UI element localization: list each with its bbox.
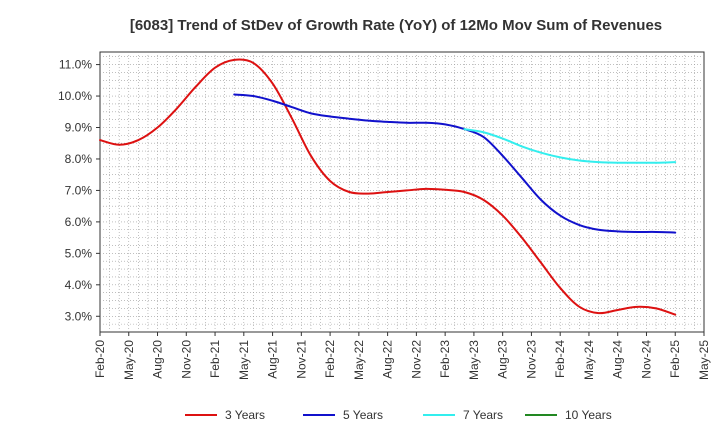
y-tick-label: 10.0% bbox=[58, 89, 92, 103]
x-tick-label: May-21 bbox=[237, 340, 251, 380]
x-tick-label: Feb-20 bbox=[93, 340, 107, 378]
x-tick-label: May-23 bbox=[467, 340, 481, 380]
series-layer bbox=[99, 58, 677, 316]
series-line-7-years bbox=[463, 128, 677, 164]
x-tick-label: Aug-20 bbox=[151, 340, 165, 379]
x-tick-label: May-22 bbox=[352, 340, 366, 380]
x-tick-label: Aug-24 bbox=[611, 340, 625, 379]
x-tick-label: Feb-23 bbox=[438, 340, 452, 378]
x-tick-label: Aug-22 bbox=[381, 340, 395, 379]
series-line-5-years bbox=[233, 93, 677, 234]
x-tick-label: Feb-22 bbox=[323, 340, 337, 378]
x-tick-label: Aug-23 bbox=[496, 340, 510, 379]
y-tick-label: 4.0% bbox=[65, 278, 93, 292]
chart-title: [6083] Trend of StDev of Growth Rate (Yo… bbox=[130, 17, 662, 34]
series-line-3-years bbox=[99, 58, 677, 316]
x-tick-label: May-25 bbox=[697, 340, 711, 380]
x-tick-label: Nov-22 bbox=[409, 340, 423, 379]
y-axis: 3.0% 4.0% 5.0% 6.0% 7.0% 8.0% 9.0% 10.0% 11.0% bbox=[58, 58, 100, 323]
legend-label: 7 Years bbox=[463, 408, 503, 422]
x-tick-label: Aug-21 bbox=[266, 340, 280, 379]
legend-label: 10 Years bbox=[565, 408, 612, 422]
y-tick-label: 3.0% bbox=[65, 309, 93, 323]
x-tick-label: Nov-24 bbox=[639, 340, 653, 379]
x-tick-label: Feb-21 bbox=[208, 340, 222, 378]
y-tick-label: 9.0% bbox=[65, 121, 93, 135]
legend-label: 3 Years bbox=[225, 408, 265, 422]
x-tick-label: Feb-25 bbox=[668, 340, 682, 378]
y-tick-label: 5.0% bbox=[65, 246, 93, 260]
x-tick-label: Feb-24 bbox=[553, 340, 567, 378]
y-tick-label: 7.0% bbox=[65, 183, 93, 197]
x-tick-label: Nov-21 bbox=[294, 340, 308, 379]
legend: 3 Years 5 Years 7 Years 10 Years bbox=[185, 408, 612, 422]
plot-area bbox=[99, 51, 705, 333]
y-tick-label: 6.0% bbox=[65, 215, 93, 229]
x-tick-label: May-24 bbox=[582, 340, 596, 380]
legend-label: 5 Years bbox=[343, 408, 383, 422]
y-tick-label: 8.0% bbox=[65, 152, 93, 166]
plot-border bbox=[99, 51, 705, 333]
x-tick-label: Nov-23 bbox=[524, 340, 538, 379]
x-axis: Feb-20 May-20 Aug-20 Nov-20 Feb-21 May-21 Aug-… bbox=[93, 332, 711, 380]
x-tick-label: May-20 bbox=[122, 340, 136, 380]
x-tick-label: Nov-20 bbox=[179, 340, 193, 379]
y-tick-label: 11.0% bbox=[59, 58, 92, 72]
